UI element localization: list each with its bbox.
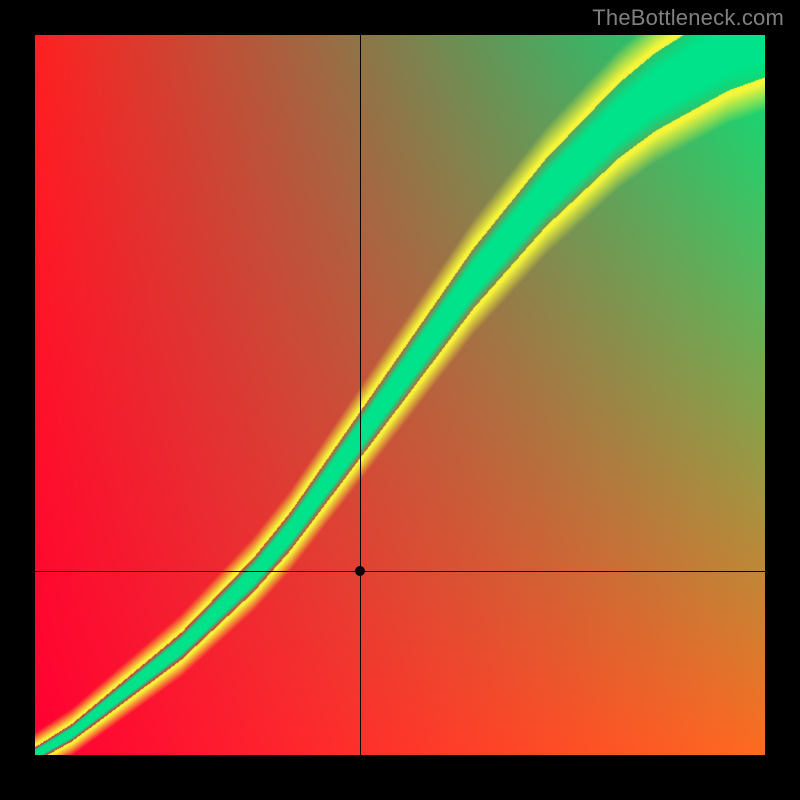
crosshair-vertical bbox=[360, 35, 361, 755]
heatmap-canvas bbox=[35, 35, 765, 755]
watermark-text: TheBottleneck.com bbox=[592, 5, 784, 31]
crosshair-marker bbox=[355, 566, 365, 576]
heatmap-plot bbox=[35, 35, 765, 755]
crosshair-horizontal bbox=[35, 571, 765, 572]
